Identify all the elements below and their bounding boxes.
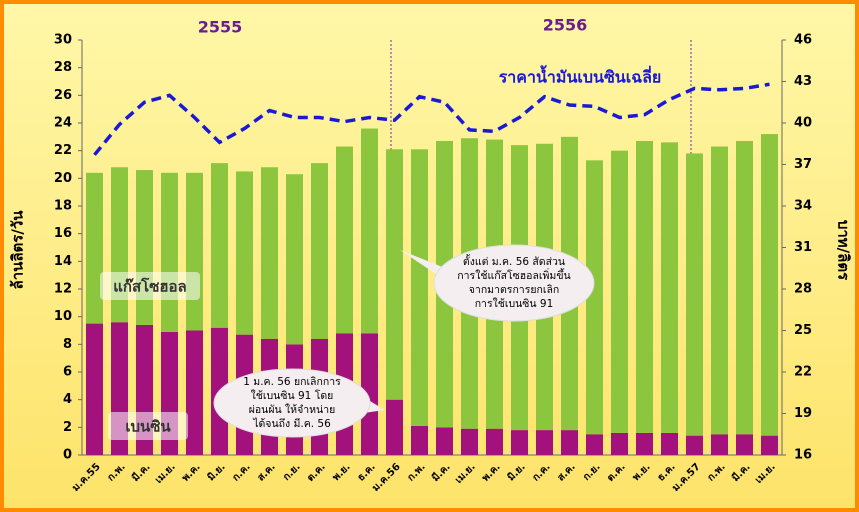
series-label: ราคาน้ำมันเบนซินเฉลี่ย xyxy=(499,65,662,87)
y2-tick-label: 25 xyxy=(794,323,812,338)
y-tick-label: 26 xyxy=(54,88,72,103)
y-tick-label: 14 xyxy=(54,254,72,269)
bar xyxy=(136,170,153,325)
y-tick-label: 4 xyxy=(63,392,72,407)
bar xyxy=(586,160,603,435)
bar xyxy=(361,128,378,334)
y-tick-label: 22 xyxy=(54,143,72,158)
bar xyxy=(611,150,628,433)
y-tick-label: 20 xyxy=(54,171,72,186)
y-tick-label: 16 xyxy=(54,226,72,241)
series-label: แก๊สโซฮอล xyxy=(113,277,187,296)
bar xyxy=(636,140,653,433)
y-tick-label: 30 xyxy=(54,33,72,48)
bar xyxy=(661,432,678,455)
y2-axis-title: บาท/ลิตร xyxy=(835,220,853,281)
bar xyxy=(311,163,328,339)
y2-tick-label: 46 xyxy=(794,33,812,48)
annotation: 1 ม.ค. 56 ยกเลิกการ xyxy=(243,376,341,388)
label-box xyxy=(100,272,200,300)
callout xyxy=(213,368,371,438)
callout xyxy=(433,244,595,322)
bar xyxy=(636,432,653,455)
bar xyxy=(686,435,703,455)
bar xyxy=(361,333,378,455)
bar xyxy=(261,167,278,339)
y-tick-label: 18 xyxy=(54,199,72,214)
bar xyxy=(186,330,203,455)
bar xyxy=(736,434,753,455)
annotation: การใช้เบนซิน 91 xyxy=(475,297,554,310)
y2-tick-label: 31 xyxy=(794,240,812,255)
y2-tick-label: 43 xyxy=(794,74,812,89)
y2-tick-label: 34 xyxy=(794,199,812,214)
price-line xyxy=(93,82,770,156)
y-tick-label: 2 xyxy=(63,420,72,435)
bar xyxy=(161,172,178,332)
y-tick-label: 10 xyxy=(54,309,72,324)
y-tick-label: 0 xyxy=(63,448,72,463)
y-axis-title: ล้านลิตร/วัน xyxy=(9,210,27,290)
bar xyxy=(661,142,678,433)
bar xyxy=(186,172,203,331)
y-tick-label: 8 xyxy=(63,337,72,352)
bar xyxy=(611,432,628,455)
annotation: ตั้งแต่ ม.ค. 56 สัดส่วน xyxy=(463,254,565,268)
series-label: เบนซิน xyxy=(125,418,171,436)
y-tick-label: 24 xyxy=(54,116,72,131)
bar xyxy=(561,430,578,455)
y-tick-label: 28 xyxy=(54,60,72,75)
bar xyxy=(761,134,778,436)
bar xyxy=(486,428,503,455)
annotation: การใช้แก๊สโซฮอลเพิ่มขึ้น xyxy=(457,268,570,282)
bar xyxy=(336,146,353,334)
y2-tick-label: 22 xyxy=(794,365,812,380)
y2-tick-label: 40 xyxy=(794,116,812,131)
bar xyxy=(86,172,103,324)
bar xyxy=(711,434,728,455)
year-label: 2555 xyxy=(198,18,243,37)
bar xyxy=(86,323,103,455)
bar xyxy=(411,425,428,455)
y-tick-label: 6 xyxy=(63,365,72,380)
bar xyxy=(211,163,228,328)
y-tick-label: 12 xyxy=(54,282,72,297)
bar xyxy=(686,153,703,436)
y2-tick-label: 19 xyxy=(794,406,812,421)
y2-tick-label: 37 xyxy=(794,157,812,172)
y2-tick-label: 28 xyxy=(794,282,812,297)
bar xyxy=(761,435,778,455)
year-label: 2556 xyxy=(543,16,588,35)
annotation: ได้จนถึง มี.ค. 56 xyxy=(252,417,331,430)
annotation: ผ่อนผัน ให้จำหน่าย xyxy=(249,403,336,416)
bar xyxy=(386,149,403,400)
y2-tick-label: 16 xyxy=(794,448,812,463)
bar xyxy=(436,427,453,455)
bar xyxy=(236,171,253,335)
annotation: จากมาตรการยกเลิก xyxy=(469,284,559,296)
bar xyxy=(461,428,478,455)
annotation: ใช้เบนซิน 91 โดย xyxy=(251,389,334,402)
bar xyxy=(386,399,403,455)
label-box xyxy=(108,412,188,440)
bar xyxy=(511,430,528,455)
bar xyxy=(711,146,728,435)
bar xyxy=(536,430,553,455)
bar xyxy=(736,140,753,435)
bar xyxy=(411,149,428,426)
bar xyxy=(286,174,303,345)
bar xyxy=(586,434,603,455)
